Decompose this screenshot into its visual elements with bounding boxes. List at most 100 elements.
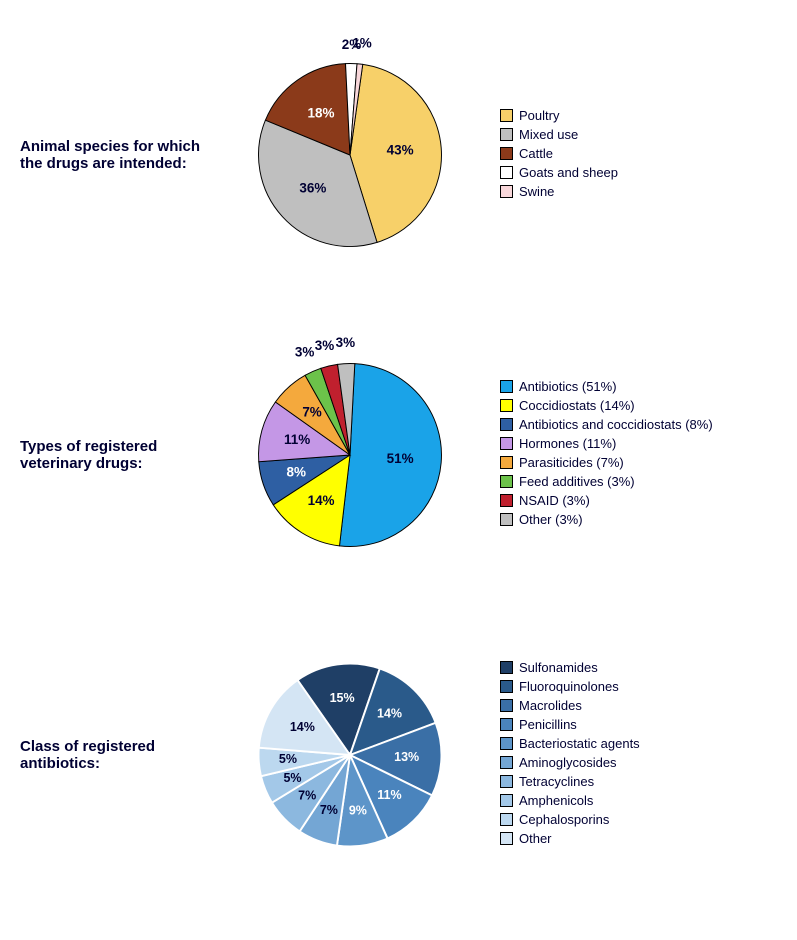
slice-label: 43% — [387, 143, 414, 158]
legend-swatch — [500, 456, 513, 469]
pie-wrap: 43%36%18%2%1% — [220, 20, 480, 290]
legend-swatch — [500, 794, 513, 807]
legend-item: Fluoroquinolones — [500, 679, 640, 694]
slice-label: 18% — [308, 105, 335, 120]
legend-label: Antibiotics and coccidiostats (8%) — [519, 417, 713, 432]
slice-label: 36% — [299, 180, 326, 195]
slice-label: 11% — [284, 432, 310, 447]
chart-row: Types of registered veterinary drugs: 51… — [20, 320, 777, 590]
legend-item: Cattle — [500, 146, 618, 161]
legend-item: Goats and sheep — [500, 165, 618, 180]
legend-swatch — [500, 380, 513, 393]
legend-item: Penicillins — [500, 717, 640, 732]
legend: Antibiotics (51%) Coccidiostats (14%) An… — [500, 379, 713, 531]
legend-swatch — [500, 418, 513, 431]
legend-label: Other (3%) — [519, 512, 583, 527]
slice-label: 14% — [377, 707, 402, 721]
legend: Sulfonamides Fluoroquinolones Macrolides… — [500, 660, 640, 850]
slice-label: 14% — [308, 493, 335, 508]
legend-item: Hormones (11%) — [500, 436, 713, 451]
legend-label: Macrolides — [519, 698, 582, 713]
slice-label: 7% — [320, 803, 338, 817]
legend-swatch — [500, 437, 513, 450]
slice-label: 5% — [283, 771, 301, 785]
slice-label: 51% — [387, 451, 414, 466]
legend-item: Tetracyclines — [500, 774, 640, 789]
legend-item: Other (3%) — [500, 512, 713, 527]
legend-swatch — [500, 775, 513, 788]
chart-title: Class of registered antibiotics: — [20, 738, 220, 772]
slice-label: 15% — [330, 691, 355, 705]
pie-chart: 51%14%8%11%7%3%3%3% — [220, 320, 480, 590]
legend-swatch — [500, 494, 513, 507]
legend-label: Antibiotics (51%) — [519, 379, 617, 394]
legend-label: Coccidiostats (14%) — [519, 398, 635, 413]
legend-label: Feed additives (3%) — [519, 474, 635, 489]
legend-label: Cephalosporins — [519, 812, 609, 827]
legend-label: Hormones (11%) — [519, 436, 616, 451]
legend-label: Goats and sheep — [519, 165, 618, 180]
legend-swatch — [500, 513, 513, 526]
legend-item: Sulfonamides — [500, 660, 640, 675]
legend-item: Aminoglycosides — [500, 755, 640, 770]
legend-label: Bacteriostatic agents — [519, 736, 640, 751]
legend-item: Coccidiostats (14%) — [500, 398, 713, 413]
slice-label: 9% — [349, 803, 367, 817]
legend-label: Fluoroquinolones — [519, 679, 619, 694]
legend: Poultry Mixed use Cattle Goats and sheep… — [500, 108, 618, 203]
legend-swatch — [500, 109, 513, 122]
legend-swatch — [500, 399, 513, 412]
legend-item: Parasiticides (7%) — [500, 455, 713, 470]
legend-swatch — [500, 737, 513, 750]
slice-label: 3% — [315, 338, 334, 353]
legend-label: Amphenicols — [519, 793, 593, 808]
legend-swatch — [500, 185, 513, 198]
legend-swatch — [500, 475, 513, 488]
legend-label: Poultry — [519, 108, 559, 123]
legend-swatch — [500, 756, 513, 769]
slice-label: 1% — [352, 36, 371, 51]
legend-label: Tetracyclines — [519, 774, 594, 789]
legend-label: NSAID (3%) — [519, 493, 590, 508]
legend-label: Penicillins — [519, 717, 577, 732]
legend-item: NSAID (3%) — [500, 493, 713, 508]
legend-item: Macrolides — [500, 698, 640, 713]
legend-item: Bacteriostatic agents — [500, 736, 640, 751]
legend-swatch — [500, 699, 513, 712]
legend-item: Poultry — [500, 108, 618, 123]
slice-label: 3% — [336, 335, 355, 350]
legend-item: Other — [500, 831, 640, 846]
slice-label: 7% — [302, 404, 321, 419]
legend-label: Sulfonamides — [519, 660, 598, 675]
legend-swatch — [500, 680, 513, 693]
legend-item: Swine — [500, 184, 618, 199]
legend-label: Aminoglycosides — [519, 755, 617, 770]
chart-title: Types of registered veterinary drugs: — [20, 438, 220, 472]
legend-label: Parasiticides (7%) — [519, 455, 624, 470]
pie-wrap: 15%14%13%11%9%7%7%5%5%14% — [220, 620, 480, 890]
legend-item: Mixed use — [500, 127, 618, 142]
slice-label: 3% — [295, 345, 314, 360]
slice-label: 8% — [287, 465, 306, 480]
slice-label: 13% — [394, 750, 419, 764]
slice-label: 5% — [279, 752, 297, 766]
legend-swatch — [500, 661, 513, 674]
legend-item: Amphenicols — [500, 793, 640, 808]
legend-item: Feed additives (3%) — [500, 474, 713, 489]
legend-swatch — [500, 147, 513, 160]
legend-swatch — [500, 166, 513, 179]
legend-item: Antibiotics (51%) — [500, 379, 713, 394]
slice-label: 14% — [290, 720, 315, 734]
chart-title: Animal species for which the drugs are i… — [20, 138, 220, 172]
legend-label: Other — [519, 831, 552, 846]
legend-item: Cephalosporins — [500, 812, 640, 827]
pie-wrap: 51%14%8%11%7%3%3%3% — [220, 320, 480, 590]
legend-swatch — [500, 718, 513, 731]
legend-swatch — [500, 832, 513, 845]
slice-label: 11% — [377, 788, 401, 802]
legend-label: Mixed use — [519, 127, 578, 142]
chart-row: Class of registered antibiotics: 15% 14% 1… — [20, 620, 777, 890]
legend-label: Swine — [519, 184, 554, 199]
pie-chart: 43%36%18%2%1% — [220, 20, 480, 290]
legend-swatch — [500, 813, 513, 826]
